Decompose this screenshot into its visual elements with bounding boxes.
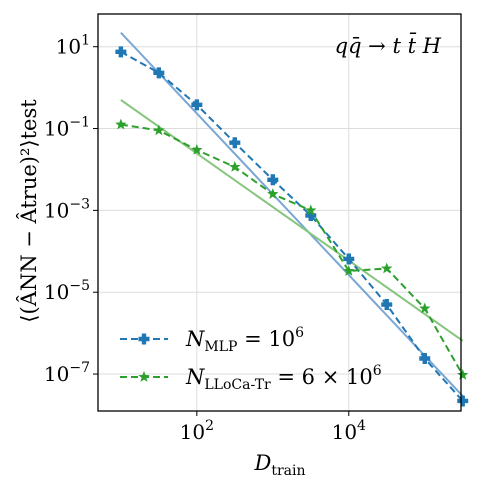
x-tick-label: 104 <box>332 418 366 444</box>
data-point-lloca <box>115 118 127 130</box>
data-point-mlp <box>343 253 355 265</box>
data-point-mlp <box>191 99 203 111</box>
fit-line-1 <box>120 32 464 397</box>
data-point-lloca <box>191 143 203 155</box>
data-point-lloca <box>381 262 393 274</box>
legend-label-lloca: NLLoCa-Tr = 6 × 106 <box>185 363 382 393</box>
legend-marker-mlp <box>138 333 150 345</box>
data-point-lloca <box>153 124 165 136</box>
data-point-lloca <box>419 302 431 314</box>
y-tick-label: 10−7 <box>44 360 90 386</box>
y-axis-label: ⟨(ÂNN − Âtrue)²⟩test <box>17 99 41 323</box>
data-point-mlp <box>115 46 127 58</box>
x-tick-label: 102 <box>180 418 214 444</box>
data-point-mlp <box>153 67 165 79</box>
axis-ticks: 102 104 101 10−1 10−3 10−5 10−7 <box>44 33 366 444</box>
data-point-mlp <box>457 395 469 407</box>
data-point-lloca <box>305 204 317 216</box>
y-tick-label: 10−3 <box>44 196 90 222</box>
data-point-lloca <box>267 188 279 199</box>
data-point-mlp <box>305 209 317 221</box>
y-tick-label: 10−1 <box>44 115 90 141</box>
x-axis-label: Dtrain <box>253 451 305 479</box>
data-point-lloca <box>343 265 355 276</box>
data-point-mlp <box>229 137 241 149</box>
y-tick-label: 10−5 <box>44 278 90 304</box>
series-mlp <box>115 46 469 407</box>
plot-frame <box>97 13 462 412</box>
series-lloca <box>115 118 469 380</box>
data-point-mlp <box>267 174 279 186</box>
series-line-mlp <box>120 50 464 402</box>
data-series <box>115 46 469 407</box>
series-line-lloca <box>120 123 464 376</box>
legend: NMLP = 106 NLLoCa-Tr = 6 × 106 <box>120 325 382 393</box>
fit-line-2 <box>120 99 464 342</box>
x-axis-label-main: D <box>253 451 271 475</box>
data-point-mlp <box>419 352 431 364</box>
process-annotation: qq̄ → t t̄ H <box>335 32 442 58</box>
data-point-lloca <box>229 160 241 172</box>
data-point-lloca <box>457 368 469 380</box>
legend-marker-lloca <box>138 371 150 382</box>
data-point-mlp <box>381 299 393 311</box>
x-axis-label-sub: train <box>271 463 305 479</box>
y-tick-label: 101 <box>56 33 90 59</box>
legend-label-mlp: NMLP = 106 <box>185 325 304 355</box>
